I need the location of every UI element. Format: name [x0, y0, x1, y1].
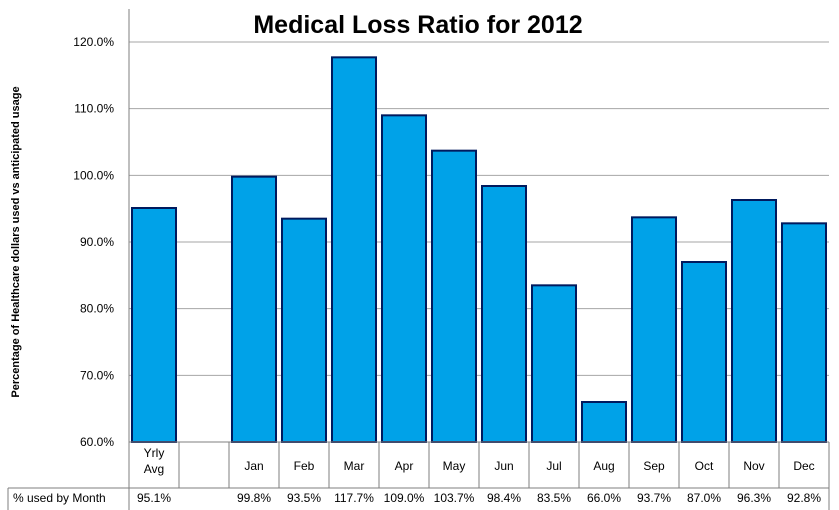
- bars: [131, 56, 827, 444]
- category-label: Apr: [395, 459, 414, 473]
- table-cell: 83.5%: [537, 491, 571, 505]
- y-tick-labels: 60.0% 70.0% 80.0% 90.0% 100.0% 110.0% 120.0%: [73, 35, 114, 449]
- category-label: Aug: [593, 459, 614, 473]
- category-labels: Yrly Avg Jan Feb Mar Apr May Jun Jul Aug Sep Oct Nov…: [144, 446, 815, 476]
- bar: [131, 207, 177, 443]
- y-tick-label: 100.0%: [73, 168, 114, 182]
- category-label: Dec: [793, 459, 814, 473]
- y-tick-label: 120.0%: [73, 35, 114, 49]
- bar: [531, 284, 577, 444]
- y-tick-label: 110.0%: [74, 102, 114, 116]
- axes: [128, 9, 830, 510]
- table-cell: 99.8%: [237, 491, 271, 505]
- category-label: Mar: [344, 459, 365, 473]
- table-cell: 93.7%: [637, 491, 671, 505]
- y-tick-label: 60.0%: [80, 435, 114, 449]
- table-cell: 95.1%: [137, 491, 171, 505]
- category-label: May: [443, 459, 466, 473]
- category-label: Yrly Avg: [144, 446, 165, 476]
- table-cell: 93.5%: [287, 491, 321, 505]
- category-label: Jan: [244, 459, 263, 473]
- category-label: Jul: [546, 459, 561, 473]
- bar: [381, 114, 427, 443]
- category-label: Sep: [643, 459, 665, 473]
- category-label: Oct: [695, 459, 714, 473]
- y-tick-label: 70.0%: [80, 368, 114, 382]
- table-row-label: % used by Month: [13, 491, 106, 505]
- y-axis-label: Percentage of Healthcare dollars used vs…: [10, 86, 22, 397]
- table-cell: 96.3%: [737, 491, 771, 505]
- table-cell: 117.7%: [334, 491, 374, 505]
- bar: [431, 149, 477, 444]
- chart-title: Medical Loss Ratio for 2012: [253, 11, 582, 39]
- category-label: Nov: [743, 459, 764, 473]
- table-cell: 103.7%: [434, 491, 475, 505]
- bar: [481, 185, 527, 443]
- bar: [731, 199, 777, 443]
- bar: [581, 401, 627, 443]
- bar: [331, 56, 377, 443]
- bar: [631, 216, 677, 443]
- table-cell: 109.0%: [384, 491, 425, 505]
- category-label: Feb: [294, 459, 315, 473]
- bar: [681, 261, 727, 443]
- bar: [781, 222, 827, 443]
- y-tick-label: 90.0%: [80, 235, 114, 249]
- y-tick-label: 80.0%: [80, 302, 114, 316]
- data-table: % used by Month 95.1% 99.8% 93.5% 117.7% 109…: [7, 487, 829, 510]
- table-cell: 66.0%: [587, 491, 621, 505]
- bar: [281, 217, 327, 443]
- bar: [231, 175, 277, 444]
- table-cell: 98.4%: [487, 491, 521, 505]
- table-cell: 87.0%: [687, 491, 721, 505]
- category-label: Jun: [494, 459, 513, 473]
- table-cell: 92.8%: [787, 491, 821, 505]
